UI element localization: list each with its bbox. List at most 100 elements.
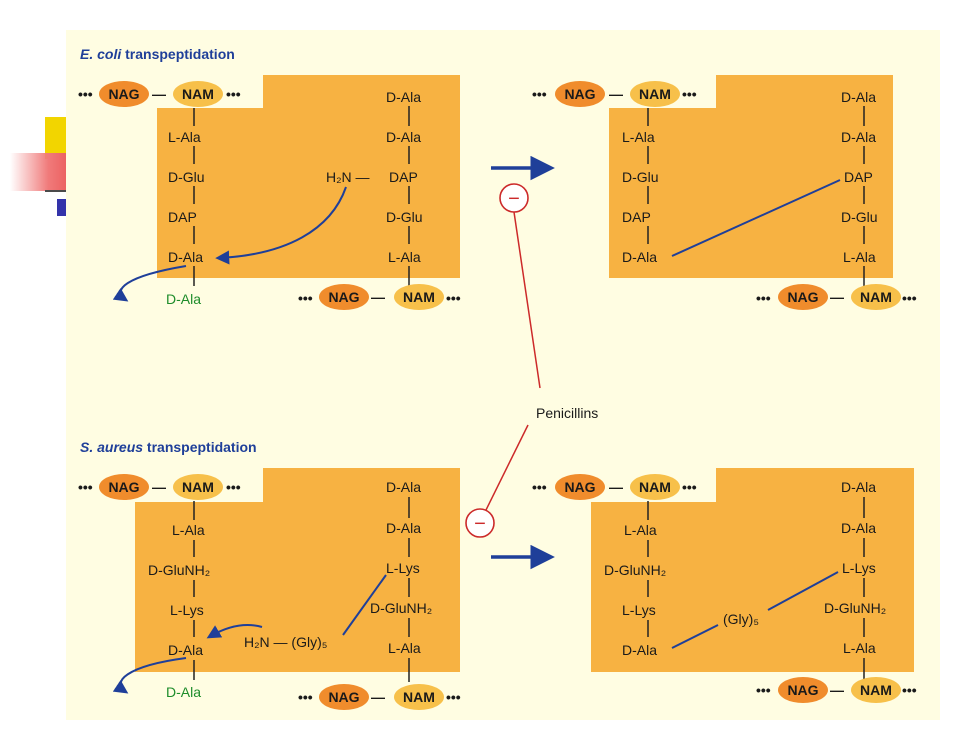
nag-oval [99,81,149,107]
nam-oval [851,284,901,310]
nucleophilic-attack-arrow [215,186,347,265]
stem-residue: D-Ala [622,249,657,265]
nam-oval [851,677,901,703]
stem-residue: L-Ala [843,249,876,265]
ecoli-before-right-stem: D-Ala D-Ala DAP D-Glu L-Ala H₂N — [326,89,423,288]
inhibition-symbol: − [508,188,520,210]
stem-residue: D-Glu [841,209,878,225]
d-ala-release-arrow [112,657,187,694]
stem-residue: L-Lys [386,560,420,576]
stem-residue: D-Ala [841,479,876,495]
nam-label: NAM [860,289,892,305]
stem-residue: L-Lys [842,560,876,576]
stem-residue: D-Glu [622,169,659,185]
chain-dots: ••• [298,689,313,705]
nag-oval [319,284,369,310]
inhibition-line-lower [485,424,529,511]
transpeptidation-diagram: E. coli transpeptidation ••• NAG — NAM •… [78,46,917,710]
stem-residue: L-Ala [388,640,421,656]
glycosidic-bond: — [371,289,385,305]
chain-dots: ••• [226,479,241,495]
glycosidic-bond: — [609,86,623,102]
saureus-before-bottom-chain: ••• NAG — NAM ••• [298,684,461,710]
saureus-before-panel [135,468,460,672]
chain-dots: ••• [902,290,917,306]
ecoli-after-right-stem: D-Ala D-Ala DAP D-Glu L-Ala [841,89,878,288]
saureus-crosslink-bond [671,624,719,649]
ecoli-before-panel [157,75,460,278]
slide-decor-blue-block [57,199,67,216]
stem-residue: L-Ala [622,129,655,145]
nag-oval [555,81,605,107]
bridge-link [342,574,387,636]
stem-residue: D-Ala [841,89,876,105]
nag-label: NAG [787,289,818,305]
nag-label: NAG [108,479,139,495]
stem-residue: DAP [622,209,651,225]
penicillins-label: Penicillins [536,405,598,421]
nag-oval [555,474,605,500]
stem-residue: D-Ala [841,520,876,536]
stem-residue: D-Ala [386,129,421,145]
inhibition-symbol: − [474,513,486,535]
nag-label: NAG [564,86,595,102]
saureus-title: S. aureus transpeptidation [80,439,257,455]
stem-residue: D-Ala [168,249,203,265]
stem-residue: D-Glu [168,169,205,185]
glycosidic-bond: — [152,479,166,495]
stem-residue: D-Glu [386,209,423,225]
chain-dots: ••• [682,86,697,102]
saureus-after-right-stem: D-Ala D-Ala L-Lys D-GluNH₂ L-Ala [824,479,886,682]
chain-dots: ••• [78,86,93,102]
released-d-ala: D-Ala [166,684,201,700]
nag-label: NAG [108,86,139,102]
ecoli-title: E. coli transpeptidation [80,46,235,62]
nam-label: NAM [182,479,214,495]
ecoli-after-left-stem: L-Ala D-Glu DAP D-Ala [622,108,659,265]
stem-residue: DAP [844,169,873,185]
stem-residue: DAP [168,209,197,225]
saureus-after-panel [591,468,914,672]
nag-oval [319,684,369,710]
nam-oval [173,474,223,500]
chain-dots: ••• [756,290,771,306]
stem-residue: L-Lys [170,602,204,618]
amine-group: H₂N — [326,169,370,185]
chain-dots: ••• [226,86,241,102]
glycosidic-bond: — [609,479,623,495]
transpeptidation-figure: E. coli transpeptidation ••• NAG — NAM •… [66,30,940,720]
ecoli-before-bottom-chain: ••• NAG — NAM ••• [298,284,461,310]
stem-residue: L-Ala [843,640,876,656]
nag-label: NAG [564,479,595,495]
inhibition-line-upper [513,211,541,389]
stem-residue: D-Ala [622,642,657,658]
pentaglycine-bridge: H₂N — (Gly)₅ [244,634,327,650]
nucleophilic-attack-arrow [206,624,263,639]
stem-residue: D-Ala [386,89,421,105]
stem-residue: D-Ala [168,642,203,658]
chain-dots: ••• [682,479,697,495]
nam-label: NAM [182,86,214,102]
saureus-before-left-stem: L-Ala D-GluNH₂ L-Lys D-Ala D-Ala [148,501,210,700]
glycosidic-bond: — [830,682,844,698]
glycosidic-bond: — [152,86,166,102]
stem-residue: L-Lys [622,602,656,618]
ecoli-after-bottom-chain: ••• NAG — NAM ••• [756,284,917,310]
stem-residue: L-Ala [388,249,421,265]
nag-oval [778,284,828,310]
ecoli-crosslink-bond [671,179,841,257]
saureus-after-left-stem: L-Ala D-GluNH₂ L-Lys D-Ala [604,501,666,658]
chain-dots: ••• [78,479,93,495]
saureus-after-bottom-chain: ••• NAG — NAM ••• [756,677,917,703]
stem-residue: L-Ala [172,522,205,538]
stem-residue: L-Ala [168,129,201,145]
saureus-after-top-chain: ••• NAG — NAM ••• [532,474,697,500]
inhibition-circle-saureus [465,508,495,538]
stem-residue: D-Ala [386,520,421,536]
nam-label: NAM [403,289,435,305]
glycosidic-bond: — [830,289,844,305]
chain-dots: ••• [532,479,547,495]
nam-label: NAM [860,682,892,698]
nag-label: NAG [328,689,359,705]
stem-residue: D-GluNH₂ [370,600,432,616]
